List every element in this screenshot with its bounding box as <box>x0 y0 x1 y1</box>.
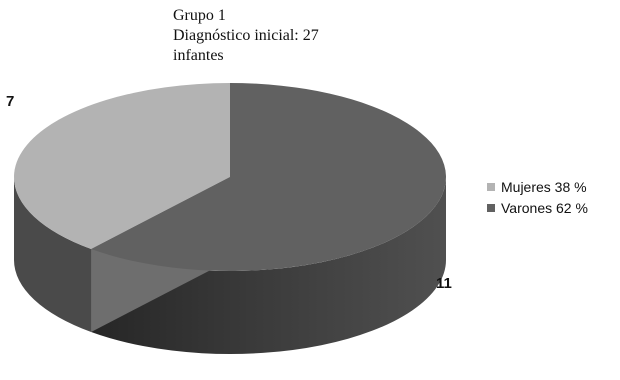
chart-title: Grupo 1 Diagnóstico inicial: 27 infantes <box>173 6 363 66</box>
legend: Mujeres 38 % Varones 62 % <box>487 176 588 218</box>
chart-title-line-1: Grupo 1 <box>173 7 226 24</box>
pie-slice-mujeres <box>14 83 230 250</box>
pie-top-layer <box>14 83 447 271</box>
legend-label-varones: Varones 62 % <box>501 199 588 216</box>
legend-item-mujeres: Mujeres 38 % <box>487 176 588 197</box>
chart-title-line-2: Diagnóstico inicial: 27 infantes <box>173 27 319 64</box>
side-wall-varones <box>91 177 447 354</box>
pie-slice-varones <box>91 83 447 271</box>
legend-swatch-varones <box>487 203 495 212</box>
legend-item-varones: Varones 62 % <box>487 197 588 218</box>
side-wall-mujeres <box>14 177 92 333</box>
data-label-mujeres: 7 <box>6 93 14 110</box>
legend-swatch-mujeres <box>487 182 495 191</box>
legend-label-mujeres: Mujeres 38 % <box>501 178 587 195</box>
data-label-varones: 11 <box>436 275 452 292</box>
